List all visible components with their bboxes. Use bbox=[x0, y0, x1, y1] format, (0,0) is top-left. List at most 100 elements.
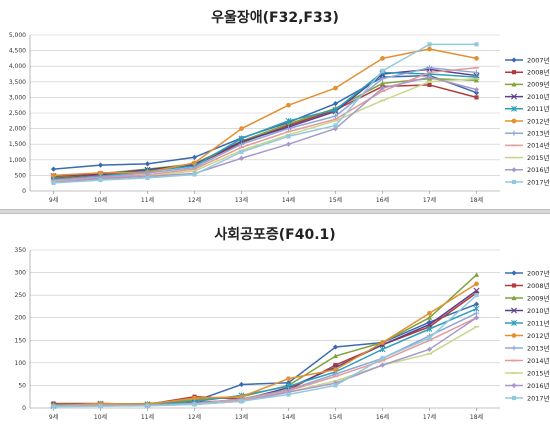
series-2017년 bbox=[51, 293, 479, 409]
x-tick-label: 12세 bbox=[188, 196, 201, 204]
legend-label: 2007년 bbox=[527, 55, 550, 64]
legend-label: 2007년 bbox=[527, 268, 550, 277]
legend-marker bbox=[511, 93, 517, 100]
legend-label: 2009년 bbox=[527, 80, 550, 89]
legend-marker bbox=[511, 179, 517, 185]
data-point bbox=[286, 102, 291, 108]
series-2008년 bbox=[51, 290, 479, 407]
legend-label: 2015년 bbox=[527, 368, 550, 377]
legend-label: 2016년 bbox=[527, 165, 550, 174]
data-point bbox=[285, 126, 292, 132]
legend-label: 2013년 bbox=[527, 129, 550, 138]
data-point bbox=[98, 170, 103, 176]
y-tick-label: 3,500 bbox=[9, 79, 26, 86]
x-tick-label: 16세 bbox=[376, 196, 389, 204]
data-point bbox=[380, 68, 385, 73]
y-tick-label: 1,500 bbox=[9, 141, 26, 148]
data-point bbox=[380, 56, 385, 61]
x-tick-label: 13세 bbox=[235, 196, 248, 204]
legend-marker bbox=[511, 118, 517, 124]
data-point bbox=[285, 141, 292, 147]
data-point bbox=[379, 362, 386, 368]
y-tick-label: 1,000 bbox=[9, 157, 26, 164]
data-point bbox=[380, 356, 385, 361]
legend-marker bbox=[511, 345, 517, 351]
data-point bbox=[97, 162, 104, 168]
data-point bbox=[473, 305, 480, 312]
legend-marker bbox=[511, 307, 517, 314]
legend-marker bbox=[511, 283, 517, 288]
data-point bbox=[192, 172, 197, 177]
legend-label: 2017년 bbox=[527, 393, 550, 402]
y-tick-label: 250 bbox=[15, 292, 27, 299]
series-line bbox=[53, 67, 477, 182]
data-point bbox=[473, 301, 480, 307]
x-tick-label: 14세 bbox=[282, 196, 295, 204]
data-point bbox=[427, 42, 432, 47]
data-point bbox=[473, 272, 480, 277]
legend-label: 2013년 bbox=[527, 343, 550, 352]
data-point bbox=[332, 101, 339, 107]
legend-marker bbox=[511, 167, 517, 173]
data-point bbox=[98, 178, 103, 183]
data-point bbox=[238, 155, 245, 161]
data-point bbox=[473, 90, 480, 96]
y-tick-label: 500 bbox=[15, 172, 27, 179]
series-2013년 bbox=[50, 65, 480, 183]
data-point bbox=[427, 310, 432, 316]
data-point bbox=[285, 121, 292, 126]
data-point bbox=[50, 166, 57, 172]
data-point bbox=[332, 113, 339, 119]
x-tick-label: 17세 bbox=[423, 196, 436, 204]
data-point bbox=[473, 87, 480, 93]
data-point bbox=[286, 134, 291, 139]
data-point bbox=[426, 326, 433, 332]
x-tick-label: 15세 bbox=[329, 196, 342, 204]
legend-label: 2011년 bbox=[527, 318, 550, 327]
chart-title: 사회공포증(F40.1) bbox=[214, 227, 335, 243]
y-tick-label: 0 bbox=[22, 188, 26, 195]
legend-label: 2008년 bbox=[527, 281, 550, 290]
y-tick-label: 3,000 bbox=[9, 94, 26, 101]
legend-marker bbox=[511, 57, 517, 63]
data-point bbox=[474, 293, 479, 298]
series-2010년 bbox=[50, 66, 480, 180]
data-point bbox=[473, 287, 480, 294]
line-chart-social-phobia: 사회공포증(F40.1) 0 50 100 150 200 250 300 350 9세 10세 11… bbox=[15, 227, 550, 421]
data-point bbox=[426, 321, 433, 328]
legend-marker bbox=[511, 105, 517, 112]
legend-label: 2015년 bbox=[527, 153, 550, 162]
line-chart-depression: 우울장애(F32,F33) 0 500 1,000 1,500 2,000 2,500 3,0… bbox=[9, 9, 550, 204]
legend-marker bbox=[511, 130, 517, 136]
data-point bbox=[238, 141, 245, 147]
legend-label: 2011년 bbox=[527, 104, 550, 113]
x-tick-label: 13세 bbox=[235, 413, 248, 421]
legend-label: 2014년 bbox=[527, 356, 550, 365]
data-point bbox=[238, 135, 245, 142]
legend-marker bbox=[511, 382, 517, 389]
x-tick-label: 10세 bbox=[94, 413, 107, 421]
legend: 2007년 2008년 2009년 2010년 2011년 2012년 2013년 2014년… bbox=[505, 55, 550, 186]
series-line bbox=[53, 77, 477, 178]
x-tick-label: 18세 bbox=[470, 196, 483, 204]
legend-marker bbox=[511, 320, 517, 326]
data-point bbox=[239, 126, 244, 131]
data-point bbox=[144, 161, 151, 167]
x-tick-label: 16세 bbox=[376, 413, 389, 421]
data-point bbox=[333, 123, 338, 128]
data-point bbox=[473, 315, 480, 321]
data-point bbox=[192, 402, 197, 407]
data-point bbox=[98, 404, 103, 409]
data-point bbox=[379, 346, 386, 353]
data-point bbox=[426, 65, 433, 71]
data-point bbox=[333, 85, 338, 91]
series-line bbox=[53, 294, 478, 408]
data-point bbox=[238, 381, 245, 388]
y-tick-label: 100 bbox=[15, 360, 27, 367]
data-point bbox=[286, 376, 291, 381]
data-point bbox=[474, 281, 479, 287]
x-tick-label: 17세 bbox=[423, 413, 436, 421]
data-point bbox=[145, 175, 150, 180]
data-point bbox=[239, 399, 244, 404]
data-point bbox=[379, 80, 386, 86]
